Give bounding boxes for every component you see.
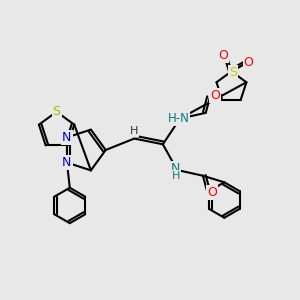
Text: N: N: [62, 131, 72, 144]
Text: H: H: [172, 171, 180, 181]
Text: H-N: H-N: [168, 112, 190, 125]
Text: H: H: [130, 126, 139, 136]
Text: O: O: [207, 186, 217, 200]
Text: S: S: [229, 66, 237, 79]
Text: O: O: [218, 49, 228, 62]
Text: N: N: [171, 162, 180, 175]
Text: O: O: [244, 56, 254, 69]
Text: N: N: [62, 156, 72, 169]
Text: S: S: [52, 105, 61, 118]
Text: O: O: [210, 89, 220, 102]
